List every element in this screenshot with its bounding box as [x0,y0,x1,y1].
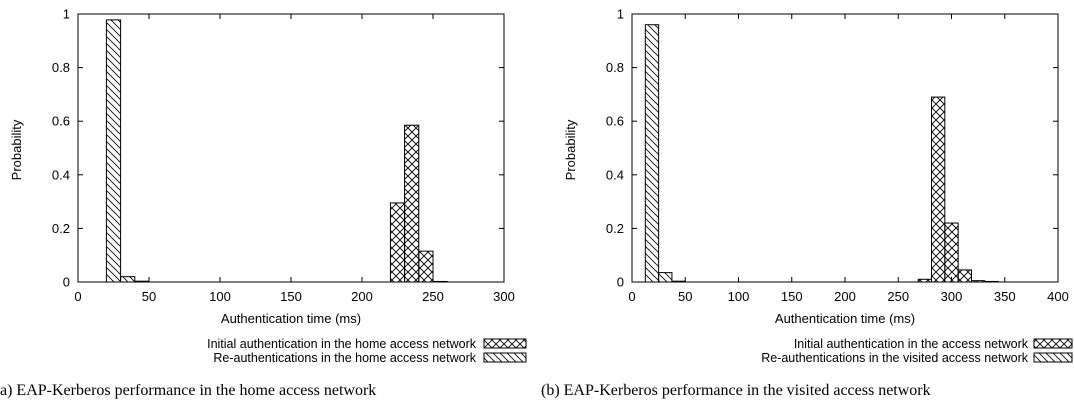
y-tick-label: 1 [617,7,624,22]
y-axis-label: Probability [9,119,24,180]
y-tick-label: 1 [63,7,70,22]
x-axis-label: Authentication time (ms) [221,311,361,326]
y-tick-label: 0.6 [52,114,70,129]
caption: a) EAP-Kerberos performance in the home … [0,382,376,399]
bars [644,24,999,283]
bar-initial [944,222,959,283]
y-tick-label: 0.2 [606,221,624,236]
plot-frame [631,13,1059,283]
y-tick-label: 0.2 [52,221,70,236]
bar-initial [931,96,946,283]
y-axis-label: Probability [563,119,578,180]
y-tick-label: 0.4 [606,167,624,182]
bar-initial [957,269,972,283]
bar-reauth [134,280,150,283]
x-tick-label: 100 [209,289,231,304]
bar-initial [917,278,933,283]
legend-swatch-reauth [483,352,527,363]
x-ticks: 0 50 100 150 200 250 300 350 400 [628,14,1069,304]
bar-initial [970,280,986,283]
x-tick-label: 150 [280,289,302,304]
legend-swatch-reauth [1033,352,1073,363]
y-tick-label: 0.8 [52,60,70,75]
bar-initial [404,124,420,283]
bar-initial [418,250,434,283]
x-axis-label: Authentication time (ms) [775,311,915,326]
bar-reauth [105,19,122,283]
bar-initial [389,202,406,283]
x-tick-label: 50 [142,289,156,304]
legend-swatch-initial [483,338,527,349]
y-tick-label: 0.8 [606,60,624,75]
legend-swatch-initial [1033,338,1073,349]
bar-reauth [658,272,673,283]
bar-reauth [120,276,136,283]
caption: (b) EAP-Kerberos performance in the visi… [541,382,931,399]
x-tick-label: 300 [493,289,515,304]
x-tick-label: 400 [1047,289,1069,304]
legend: Initial authentication in the home acces… [207,337,527,365]
y-tick-label: 0 [63,275,70,290]
x-tick-label: 100 [728,289,750,304]
bar-initial [984,280,999,283]
x-tick-label: 350 [994,289,1016,304]
x-tick-label: 250 [887,289,909,304]
y-tick-label: 0.4 [52,167,70,182]
x-tick-label: 200 [834,289,856,304]
bar-initial [432,280,448,283]
legend-label-initial: Initial authentication in the home acces… [207,337,477,351]
x-tick-label: 50 [678,289,692,304]
y-tick-label: 0 [617,275,624,290]
x-ticks: 0 50 100 150 200 250 300 [74,14,515,304]
x-tick-label: 250 [422,289,444,304]
y-ticks: 0 0.2 0.4 0.6 0.8 1 [52,7,504,290]
chart-home-access-network: 0 0.2 0.4 0.6 0.8 1 0 50 100 150 200 250 300 Probab… [0,7,527,399]
legend: Initial authentication in the access net… [761,337,1073,365]
x-tick-label: 300 [941,289,963,304]
y-ticks: 0 0.2 0.4 0.6 0.8 1 [606,7,1058,290]
plot-frame [77,13,505,283]
x-tick-label: 0 [74,289,81,304]
x-tick-label: 150 [781,289,803,304]
legend-label-reauth: Re-authentications in the visited access… [761,351,1029,365]
bar-reauth [671,280,686,283]
legend-label-initial: Initial authentication in the access net… [794,337,1029,351]
x-tick-label: 0 [628,289,635,304]
chart-visited-access-network: 00.20.40.60.81 0 50 100 150 200 250 300 350 400 … [541,7,1073,399]
legend-label-reauth: Re-authentications in the home access ne… [213,351,476,365]
bar-reauth [644,24,660,283]
bars [105,19,448,283]
y-tick-label: 0.6 [606,114,624,129]
x-tick-label: 200 [351,289,373,304]
